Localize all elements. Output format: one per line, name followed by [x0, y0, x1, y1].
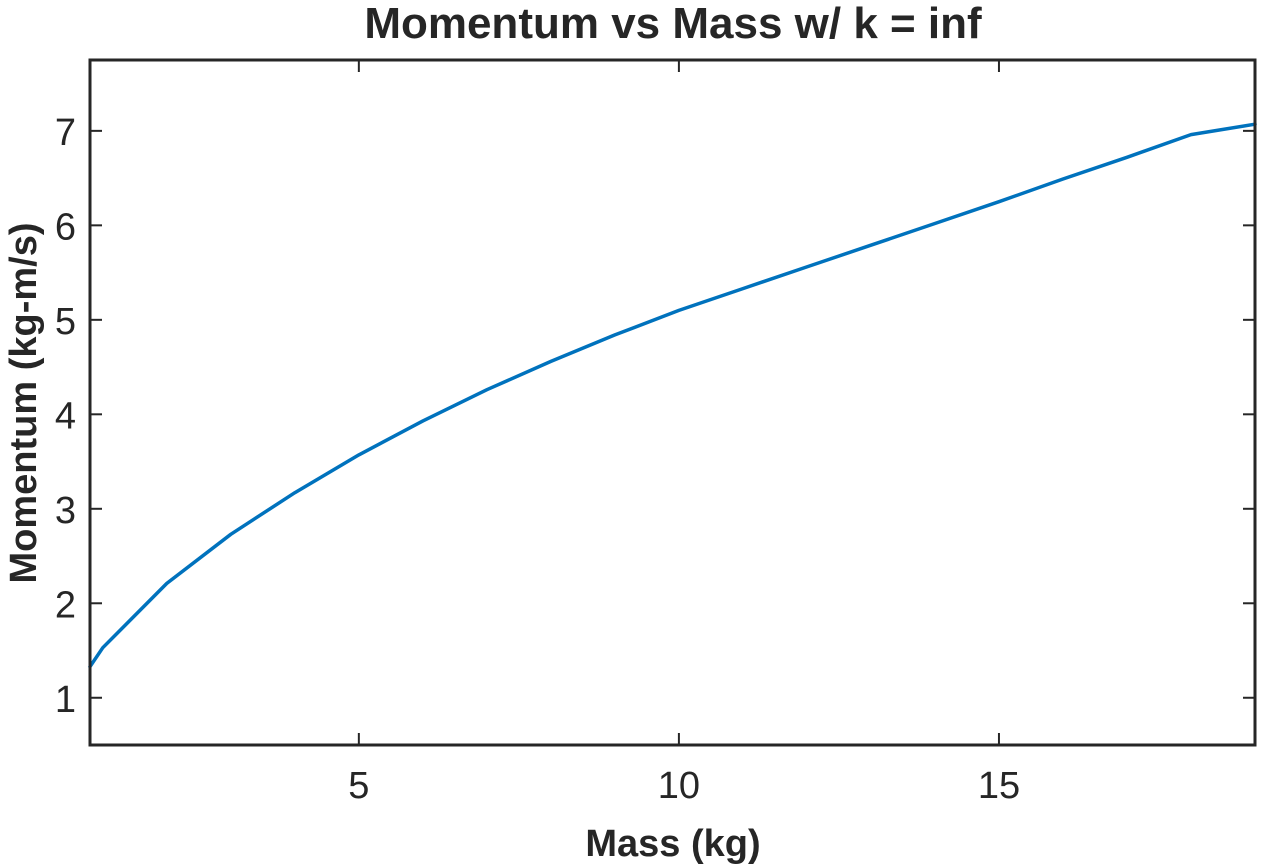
- y-tick-label: 2: [55, 584, 76, 626]
- tick-labels-group: 5 10 15 1 2 3 4 5 6 7: [55, 112, 1020, 807]
- series-group: [88, 122, 1257, 669]
- y-tick-label: 3: [55, 490, 76, 532]
- y-tick-label: 7: [55, 112, 76, 154]
- x-tick-label: 5: [348, 765, 369, 807]
- ticks-group: [90, 60, 1255, 745]
- y-axis-label: Momentum (kg-m/s): [3, 223, 45, 584]
- y-tick-label: 6: [55, 206, 76, 248]
- chart-title: Momentum vs Mass w/ k = inf: [364, 0, 982, 48]
- y-tick-label: 1: [55, 679, 76, 721]
- series-line: [88, 122, 1257, 669]
- y-tick-label: 4: [55, 395, 76, 437]
- x-tick-label: 10: [658, 765, 700, 807]
- axes-box: [88, 58, 1257, 747]
- x-tick-label: 15: [978, 765, 1020, 807]
- y-tick-label: 5: [55, 301, 76, 343]
- x-axis-label: Mass (kg): [585, 823, 760, 865]
